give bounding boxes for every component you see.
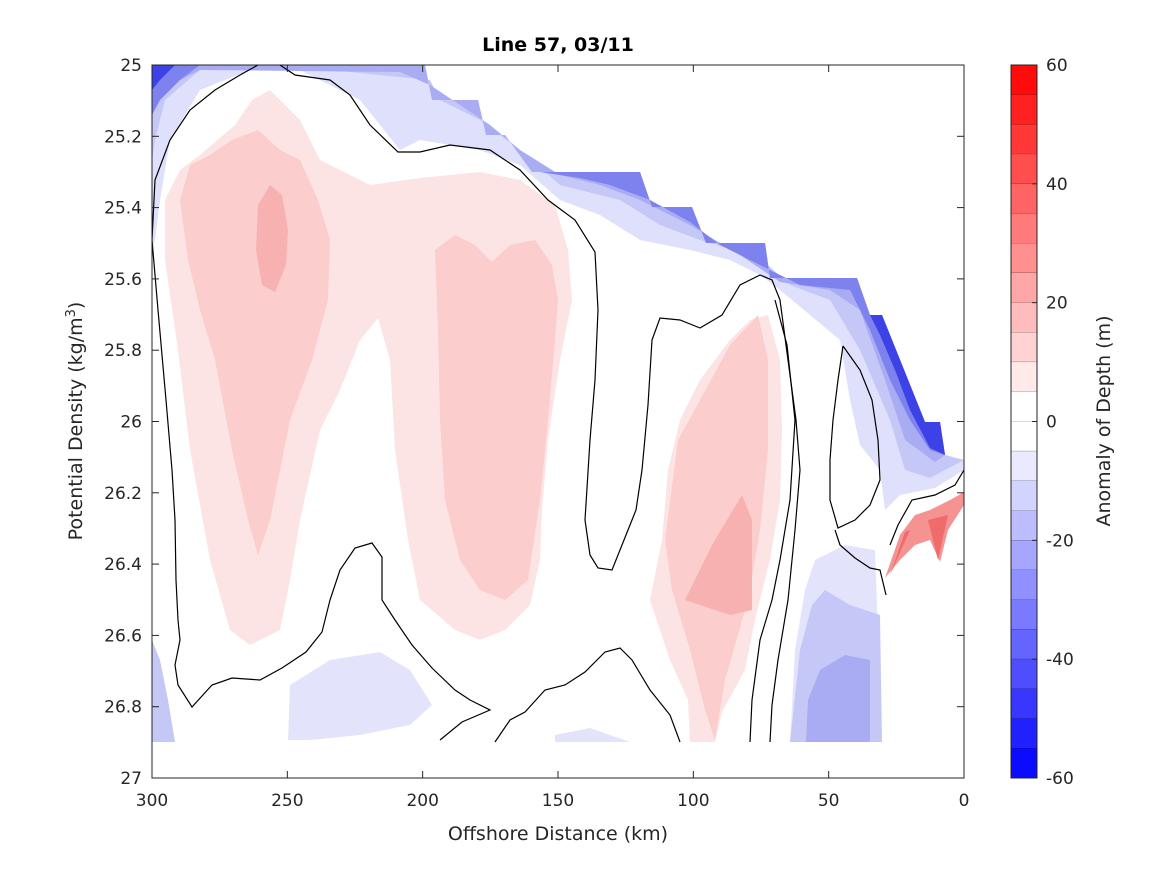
y-tick-label: 26.2 — [104, 484, 142, 504]
zero-contour-left-edge — [152, 239, 492, 741]
x-tick-label: 250 — [271, 791, 303, 811]
colorbar-band — [1011, 183, 1037, 215]
colorbar-band — [1011, 688, 1037, 720]
colorbar-band — [1011, 332, 1037, 363]
colorbar-band — [1011, 599, 1037, 630]
colorbar-tick-label: -20 — [1046, 531, 1074, 551]
y-axis-title: Potential Density (kg/m3) — [64, 302, 87, 541]
positive-inshore-core — [665, 315, 768, 740]
y-tick-label: 25 — [120, 56, 142, 76]
colorbar-title: Anomaly of Depth (m) — [1093, 316, 1115, 527]
colorbar-band — [1011, 540, 1037, 571]
y-tick-label: 26.4 — [104, 555, 142, 575]
x-tick-label: 200 — [406, 791, 438, 811]
colorbar-band — [1011, 748, 1037, 779]
y-tick-label: 25.6 — [104, 270, 142, 290]
colorbar-band — [1011, 451, 1037, 482]
y-tick-label: 25.4 — [104, 199, 142, 219]
colorbar-tick-label: -40 — [1046, 650, 1074, 670]
y-tick-label: 26.8 — [104, 698, 142, 718]
colorbar-band — [1011, 718, 1037, 749]
positive-offshore-core — [180, 130, 330, 555]
colorbar-band — [1011, 94, 1037, 125]
y-tick-label: 25.2 — [104, 127, 142, 147]
y-axis-title-close: ) — [65, 302, 87, 309]
colorbar-tick-label: 40 — [1046, 175, 1068, 195]
x-tick-label: 0 — [959, 791, 970, 811]
colorbar-band — [1011, 124, 1037, 155]
colorbar-band — [1011, 154, 1037, 185]
x-tick-label: 150 — [542, 791, 574, 811]
colorbar-band — [1011, 659, 1037, 690]
negative-bottom-small — [555, 728, 630, 742]
colorbar-band — [1011, 272, 1037, 304]
zero-contour-inshore — [749, 299, 796, 743]
y-tick-label: 27 — [120, 769, 142, 789]
colorbar-band — [1011, 362, 1037, 393]
negative-bottom-left — [152, 640, 175, 742]
negative-bottom-inshore-core — [806, 655, 870, 742]
positive-inshore-peak — [685, 495, 752, 615]
colorbar-band — [1011, 391, 1037, 422]
chart-title: Line 57, 03/11 — [482, 34, 634, 56]
positive-mid-core — [435, 235, 558, 600]
y-axis: 25 25.2 25.4 25.6 25.8 26 26.2 26.4 26.6 26.8 27 — [104, 56, 964, 789]
x-tick-label: 50 — [818, 791, 840, 811]
x-tick-label: 100 — [677, 791, 709, 811]
x-axis: 300 250 200 150 100 50 0 — [136, 65, 970, 811]
colorbar-band — [1011, 570, 1037, 601]
colorbar-band — [1011, 480, 1037, 512]
zero-contours — [152, 65, 964, 743]
colorbar-ticks: 60 40 20 0 -20 -40 -60 — [1032, 56, 1074, 789]
colorbar-band — [1011, 243, 1037, 274]
colorbar-band — [1011, 510, 1037, 541]
x-tick-label: 300 — [136, 791, 168, 811]
y-tick-label: 26.6 — [104, 626, 142, 646]
positive-nearshore-slivers — [885, 492, 964, 578]
colorbar-tick-label: 0 — [1046, 413, 1057, 433]
colorbar-band — [1011, 213, 1037, 244]
positive-nearshore-slivers-strong — [890, 515, 948, 575]
colorbar-band — [1011, 629, 1037, 660]
y-tick-label: 26 — [120, 413, 142, 433]
y-tick-label: 25.8 — [104, 341, 142, 361]
colorbar-band — [1011, 302, 1037, 333]
colorbar-band — [1011, 421, 1037, 452]
zero-contour-bottom — [494, 647, 681, 743]
contour-fill — [152, 65, 964, 742]
colorbar-tick-label: 60 — [1046, 56, 1068, 76]
y-axis-title-sup: 3 — [64, 309, 79, 317]
negative-bottom-middle — [288, 652, 432, 740]
x-axis-title: Offshore Distance (km) — [448, 823, 668, 845]
colorbar-tick-label: 20 — [1046, 294, 1068, 314]
zero-contour-nearshore — [829, 345, 964, 596]
colorbar-tick-label: -60 — [1046, 769, 1074, 789]
y-axis-title-main: Potential Density (kg/m — [65, 317, 87, 540]
positive-offshore-peak — [256, 185, 288, 292]
colorbar-band — [1011, 65, 1037, 96]
